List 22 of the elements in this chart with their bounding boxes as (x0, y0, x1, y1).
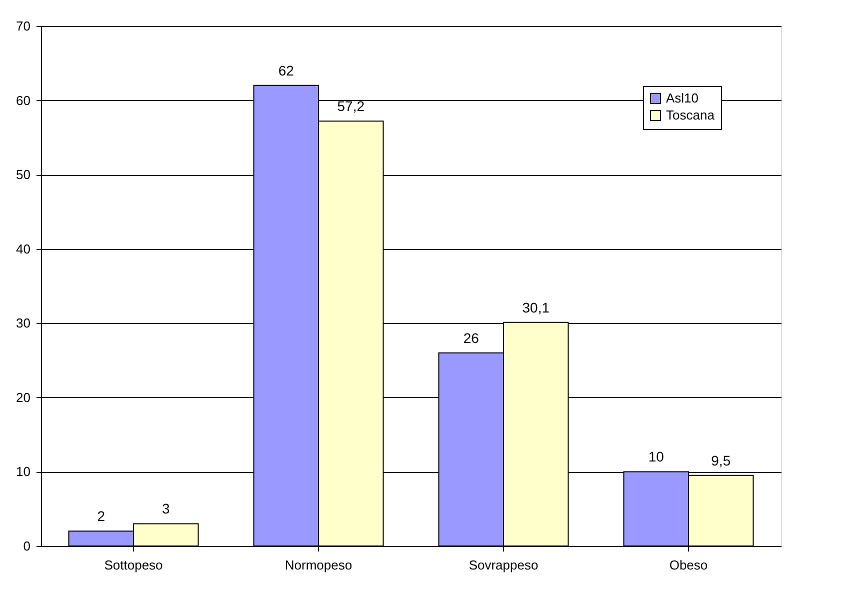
y-tick-label: 70 (16, 18, 30, 34)
data-label: 57,2 (337, 98, 365, 114)
x-tick-label: Sottopeso (104, 558, 163, 572)
data-label: 9,5 (711, 452, 731, 468)
x-tick-label: Normopeso (284, 558, 352, 572)
y-tick-label: 20 (16, 390, 30, 405)
data-label: 10 (648, 448, 664, 465)
x-tick-label: Obeso (669, 558, 708, 572)
y-tick-label: 0 (23, 538, 30, 554)
data-label: 26 (463, 330, 480, 346)
y-tick-label: 60 (16, 92, 30, 108)
y-tick-label: 40 (16, 241, 30, 256)
legend-label: Asl10 (666, 90, 699, 106)
data-label: 3 (162, 500, 170, 517)
y-tick-label: 30 (16, 316, 30, 331)
legend-label: Toscana (666, 108, 716, 122)
y-tick-label: 50 (16, 167, 30, 182)
data-label: 2 (97, 508, 106, 524)
x-tick-label: Sovrappeso (468, 558, 538, 572)
data-label: 62 (278, 62, 294, 78)
data-label: 30,1 (522, 299, 550, 316)
y-tick-label: 10 (16, 464, 30, 480)
